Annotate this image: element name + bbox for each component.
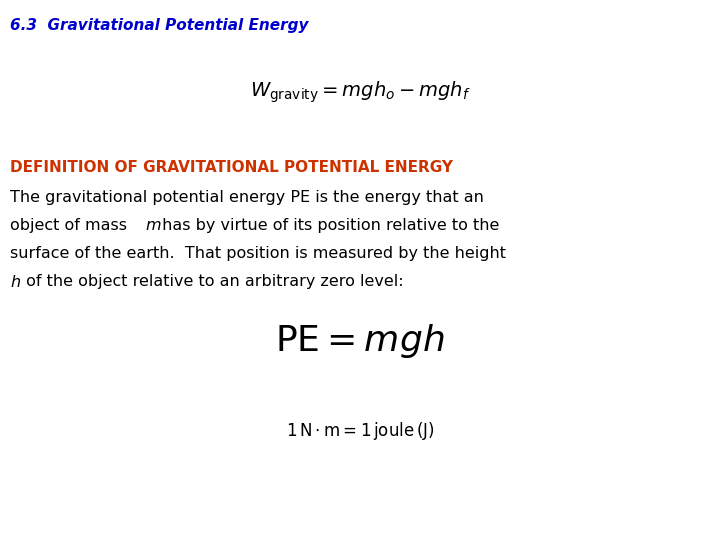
Text: of the object relative to an arbitrary zero level:: of the object relative to an arbitrary z… — [21, 274, 404, 289]
Text: $W_{\rm gravity} = mgh_o - mgh_f$: $W_{\rm gravity} = mgh_o - mgh_f$ — [250, 80, 470, 105]
Text: surface of the earth.  That position is measured by the height: surface of the earth. That position is m… — [10, 246, 506, 261]
Text: DEFINITION OF GRAVITATIONAL POTENTIAL ENERGY: DEFINITION OF GRAVITATIONAL POTENTIAL EN… — [10, 160, 453, 175]
Text: $m$: $m$ — [145, 218, 161, 233]
Text: has by virtue of its position relative to the: has by virtue of its position relative t… — [157, 218, 500, 233]
Text: 6.3  Gravitational Potential Energy: 6.3 Gravitational Potential Energy — [10, 18, 308, 33]
Text: $\mathrm{PE} = \mathit{mgh}$: $\mathrm{PE} = \mathit{mgh}$ — [275, 322, 445, 360]
Text: The gravitational potential energy PE is the energy that an: The gravitational potential energy PE is… — [10, 190, 484, 205]
Text: $1\,\mathrm{N} \cdot \mathrm{m} = 1\,\mathrm{joule}\,(\mathrm{J})$: $1\,\mathrm{N} \cdot \mathrm{m} = 1\,\ma… — [286, 420, 434, 442]
Text: object of mass: object of mass — [10, 218, 132, 233]
Text: $h$: $h$ — [10, 274, 21, 290]
